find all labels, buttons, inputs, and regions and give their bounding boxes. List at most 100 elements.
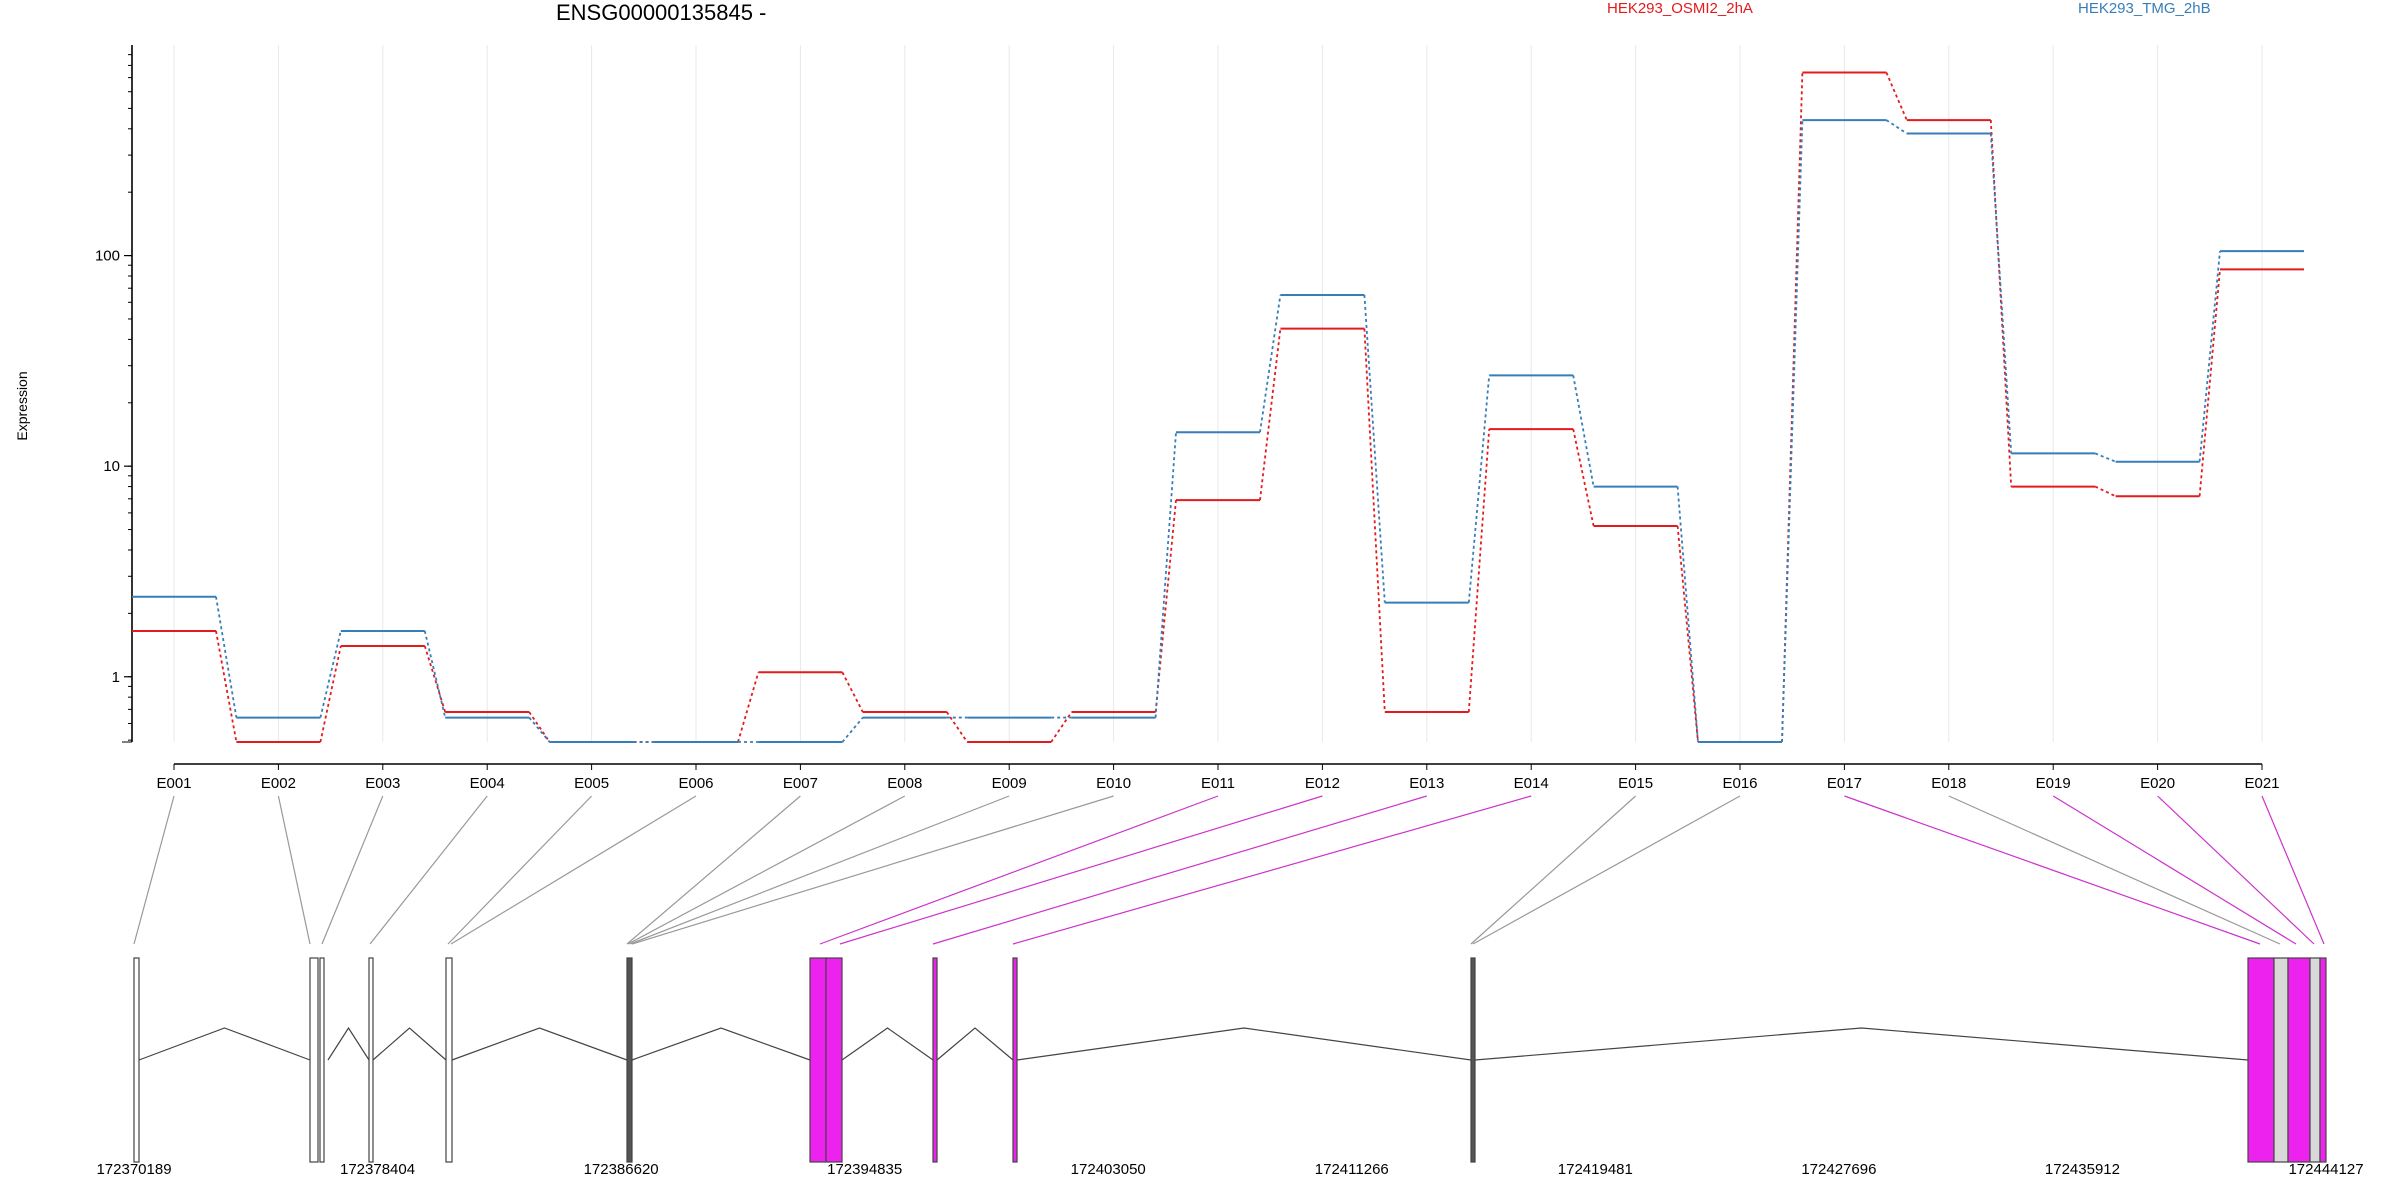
intron (451, 1027, 628, 1061)
series-connector (1050, 711, 1073, 743)
y-tick-label: 1 (112, 669, 120, 686)
exon-block (2287, 957, 2311, 1163)
exon-block (1470, 957, 1476, 1163)
genomic-tick-label: 172378404 (340, 1161, 415, 1178)
y-tick-label: 100 (95, 248, 120, 265)
exon-connector-E003 (321, 795, 384, 945)
exon-connector-E019 (2052, 795, 2297, 945)
exon-block (932, 957, 938, 1163)
x-tick-label-E020: E020 (2140, 775, 2175, 792)
exon-connector-E011 (819, 795, 1219, 945)
genomic-tick-label: 172444127 (2288, 1161, 2363, 1178)
exon-connector-E010 (631, 795, 1114, 945)
series-connector (319, 630, 342, 718)
series-connector (1885, 72, 1908, 121)
series-HEK293_OSMI2_2hA (132, 71, 2304, 743)
series-connector (1467, 375, 1491, 603)
exon-connector-E007 (626, 795, 801, 945)
exon-block (809, 957, 827, 1163)
series-connector (737, 672, 760, 743)
x-tick-label-E015: E015 (1618, 775, 1653, 792)
series-connector (1467, 429, 1491, 713)
intron (631, 1027, 811, 1061)
series-connector (1781, 120, 1804, 743)
x-tick-label-E003: E003 (365, 775, 400, 792)
genomic-tick-label: 172386620 (584, 1161, 659, 1178)
x-tick-label-E021: E021 (2244, 775, 2279, 792)
series-connector (2198, 251, 2221, 462)
series-connector (1572, 428, 1595, 527)
x-tick-label-E010: E010 (1096, 775, 1131, 792)
series-connector (1363, 328, 1386, 713)
exon-block (133, 957, 140, 1163)
intron (327, 1026, 370, 1061)
series-connector (1572, 375, 1595, 487)
exon-connector-E009 (629, 795, 1010, 945)
series-connector (2094, 452, 2116, 463)
series-connector (423, 630, 447, 718)
exon-connector-E017 (1844, 795, 2261, 945)
series-connector (1363, 294, 1386, 603)
exon-connector-E002 (277, 795, 311, 945)
x-tick-label-E005: E005 (574, 775, 609, 792)
x-tick-label-E012: E012 (1305, 775, 1340, 792)
y-tick-label: 10 (103, 458, 120, 475)
series-connector (1989, 133, 2013, 454)
series-connector (528, 716, 551, 743)
series-connector (1989, 120, 2013, 487)
exon-block (309, 957, 319, 1163)
genomic-tick-label: 172427696 (1801, 1161, 1876, 1178)
intron (138, 1027, 311, 1061)
genomic-tick-label: 172419481 (1558, 1161, 1633, 1178)
exon-block (2319, 957, 2327, 1163)
x-tick-label-E006: E006 (678, 775, 713, 792)
exon-connector-E016 (1472, 795, 1741, 945)
genomic-tick-label: 172370189 (96, 1161, 171, 1178)
exon-connector-E001 (133, 795, 175, 945)
exon-block (825, 957, 843, 1163)
series-connector (1676, 486, 1699, 743)
series-connector (215, 630, 238, 743)
intron (1016, 1027, 1472, 1061)
series-connector (1259, 328, 1282, 501)
exon-connector-E012 (839, 795, 1323, 945)
x-tick-label-E009: E009 (992, 775, 1027, 792)
exon-block (2309, 957, 2321, 1163)
x-tick-label-E011: E011 (1201, 775, 1235, 792)
exon-connector-E015 (1470, 795, 1637, 945)
legend-series-b: HEK293_TMG_2hB (2078, 0, 2211, 17)
x-tick-label-E001: E001 (156, 775, 191, 792)
x-tick-label-E007: E007 (783, 775, 818, 792)
series-connector (841, 671, 864, 713)
exon-block (1012, 957, 1018, 1163)
exon-block (445, 957, 453, 1163)
series-connector (946, 711, 968, 743)
intron (841, 1027, 934, 1061)
series-connector (2198, 269, 2221, 497)
x-tick-label-E008: E008 (887, 775, 922, 792)
exon-block (2273, 957, 2289, 1163)
x-tick-label-E002: E002 (261, 775, 296, 792)
series-HEK293_TMG_2hB (132, 119, 2304, 743)
exon-block (319, 957, 325, 1163)
x-tick-label-E016: E016 (1722, 775, 1757, 792)
exon-connector-E021 (2261, 795, 2325, 945)
genomic-tick-label: 172394835 (827, 1161, 902, 1178)
series-connector (1676, 525, 1699, 743)
x-tick-label-E013: E013 (1409, 775, 1444, 792)
series-connector (215, 596, 238, 718)
x-tick-label-E017: E017 (1827, 775, 1862, 792)
exon-connector-E004 (369, 795, 488, 945)
exon-block (2247, 957, 2275, 1163)
genomic-tick-label: 172435912 (2045, 1161, 2120, 1178)
series-connector (2094, 485, 2116, 498)
x-tick-label-E014: E014 (1514, 775, 1549, 792)
genomic-tick-label: 172411266 (1315, 1161, 1389, 1178)
exon-connector-E014 (1012, 795, 1532, 945)
series-connector (1781, 72, 1804, 743)
series-connector (841, 716, 864, 743)
series-connector (1885, 119, 1908, 135)
exon-connector-E013 (932, 795, 1427, 945)
legend-series-a: HEK293_OSMI2_2hA (1607, 0, 1753, 17)
series-connector (1154, 432, 1177, 718)
